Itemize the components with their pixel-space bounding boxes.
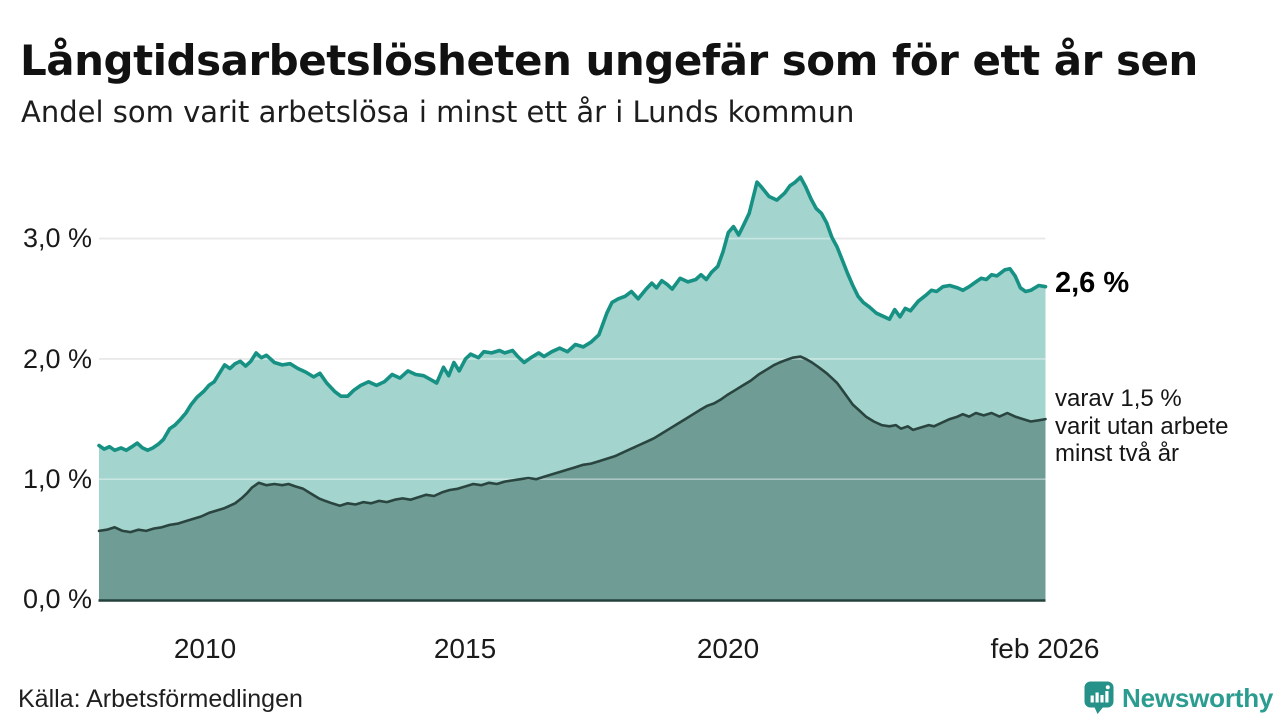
y-axis-tick-3: 3,0 % [22, 223, 92, 253]
x-axis-tick-2010: 2010 [173, 633, 237, 664]
y-axis-tick-1: 1,0 % [22, 464, 92, 494]
x-axis-tick-2020: 2020 [696, 633, 760, 664]
latest-value-label: 2,6 % [1055, 267, 1130, 299]
newsworthy-logo: Newsworthy [1084, 681, 1273, 715]
newsworthy-speech-bubble-chart-icon [1084, 681, 1114, 714]
secondary-series-note: varav 1,5 % varit utan arbete minst två … [1055, 385, 1275, 468]
y-axis-tick-2: 2,0 % [22, 344, 92, 374]
page-title: Långtidsarbetslösheten ungefär som för e… [20, 36, 1198, 86]
newsworthy-wordmark: Newsworthy [1122, 682, 1274, 713]
secondary-series-note-line1: varav 1,5 % [1055, 385, 1182, 412]
page-subtitle: Andel som varit arbetslösa i minst ett å… [21, 95, 855, 129]
source-label: Källa: Arbetsförmedlingen [18, 685, 303, 713]
x-axis-tick-feb2026: feb 2026 [990, 633, 1100, 664]
secondary-series-note-line3: minst två år [1055, 440, 1180, 467]
series-line-0 [97, 175, 1048, 453]
x-axis-tick-2015: 2015 [433, 633, 497, 664]
series-area-1 [99, 356, 1046, 600]
secondary-series-note-line2: varit utan arbete [1055, 412, 1229, 440]
series-line-1 [97, 355, 1047, 534]
y-axis-tick-0: 0,0 % [22, 584, 92, 614]
